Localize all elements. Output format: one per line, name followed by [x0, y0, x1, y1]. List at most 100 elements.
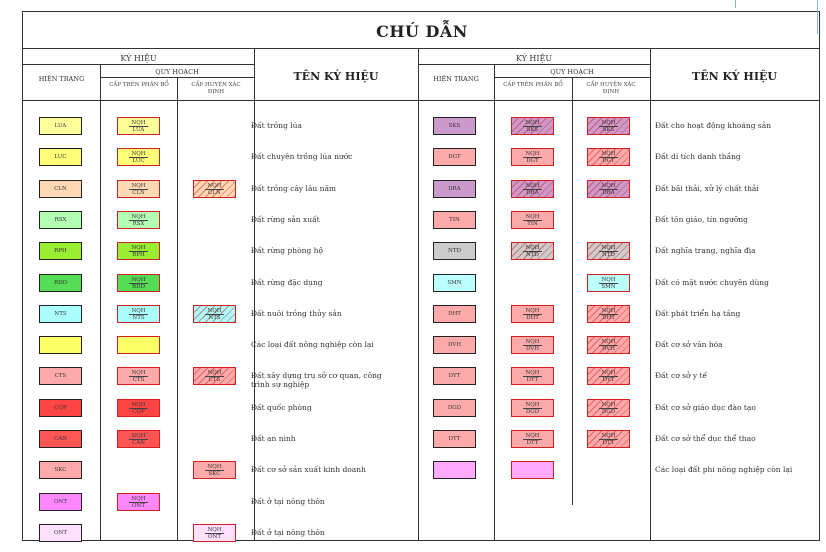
symbol-code-bottom: DTT	[602, 439, 615, 446]
symbol-code-top: NQH	[523, 150, 542, 158]
symbol-code-bottom: CLN	[132, 189, 145, 196]
upper-level-symbol: NQH LUC	[117, 148, 160, 166]
symbol-code-bottom: TIN	[527, 220, 538, 227]
upper-level-symbol: NQH SKS	[511, 117, 554, 135]
land-type-name: Đất bãi thải, xử lý chất thải	[655, 184, 759, 193]
symbol-code-top: NQH	[523, 369, 542, 377]
land-type-name: Đất nghĩa trang, nghĩa địa	[655, 246, 756, 255]
middle-line	[418, 48, 419, 540]
land-type-name: Đất xây dựng trụ sở cơ quan, công trình …	[251, 371, 382, 389]
symbol-code-bottom: CTS	[132, 376, 145, 383]
district-level-symbol: NQH DTT	[587, 430, 630, 448]
upper-level-symbol: NQH DHT	[511, 305, 554, 323]
symbol-code-bottom: NTS	[132, 314, 145, 321]
symbol-code-bottom: RDD	[132, 283, 145, 290]
symbol-code-top: NQH	[205, 463, 224, 471]
symbol-code-bottom: SKC	[208, 470, 221, 477]
land-type-name: Đất ở tại nông thôn	[251, 528, 325, 537]
tenkyhieu-header: TÊN KÝ HIỆU	[293, 70, 379, 83]
symbol-code-top: NQH	[523, 244, 542, 252]
symbol-code-bottom: DGD	[601, 408, 616, 415]
status-symbol: CLN	[39, 180, 82, 198]
land-type-name: Đất cơ sở sản xuất kinh doanh	[251, 465, 366, 474]
hientrang-header-right: HIỆN TRẠNG	[433, 75, 479, 83]
symbol-code-bottom: DHT	[526, 314, 539, 321]
symbol-code-top: NQH	[205, 307, 224, 315]
status-symbol: LUC	[39, 148, 82, 166]
status-symbol: DVH	[433, 336, 476, 354]
kyhieu-header-right: KÝ HIỆU	[515, 54, 553, 63]
symbol-code-bottom: DRA	[526, 189, 539, 196]
district-level-symbol: NQH CTS	[193, 367, 236, 385]
corner-guide-tick	[735, 0, 736, 8]
symbol-code-bottom: SMN	[601, 283, 616, 290]
symbol-code-bottom: LUA	[132, 126, 145, 133]
status-symbol: DGD	[433, 399, 476, 417]
symbol-code-bottom: DYT	[526, 376, 539, 383]
symbol-code-top: NQH	[599, 276, 618, 284]
upper-level-symbol: NQH CTS	[117, 367, 160, 385]
legend-title: CHÚ DẪN	[376, 22, 468, 41]
status-symbol: NTS	[39, 305, 82, 323]
status-symbol: DRA	[433, 180, 476, 198]
land-type-name: Đất cơ sở giáo dục đào tạo	[655, 403, 756, 412]
symbol-code-top: NQH	[599, 338, 618, 346]
status-symbol: DGT	[433, 148, 476, 166]
land-type-name: Đất quốc phòng	[251, 403, 312, 412]
symbol-code-bottom: DHT	[602, 314, 615, 321]
status-symbol: RPH	[39, 242, 82, 260]
status-symbol: ONT	[39, 493, 82, 511]
district-level-symbol: NQH DYT	[587, 367, 630, 385]
upper-level-symbol: NQH NTS	[117, 305, 160, 323]
symbol-code-top: NQH	[129, 432, 148, 440]
status-symbol: SMN	[433, 274, 476, 292]
land-type-name: Đất cho hoạt động khoáng sản	[655, 121, 772, 130]
upper-level-symbol: NQH CLN	[117, 180, 160, 198]
symbol-code-top: NQH	[129, 307, 148, 315]
symbol-code-top: NQH	[205, 182, 224, 190]
symbol-code-top: NQH	[129, 182, 148, 190]
land-type-name: Đất rừng phòng hộ	[251, 246, 323, 255]
land-type-name: Đất an ninh	[251, 434, 296, 443]
upper-level-symbol	[117, 336, 160, 354]
upper-level-symbol: NQH NTD	[511, 242, 554, 260]
land-type-name: Đất cơ sở y tế	[655, 371, 708, 380]
symbol-code-top: NQH	[129, 150, 148, 158]
district-level-symbol: NQH DVH	[587, 336, 630, 354]
symbol-code-bottom: DGD	[525, 408, 540, 415]
title-divider	[23, 48, 819, 49]
legend-table: CHÚ DẪN KÝ HIỆU HIỆN TRẠNG QUY HOẠCH CẤP…	[22, 11, 820, 542]
symbol-code-top: NQH	[599, 307, 618, 315]
upper-level-symbol: NQH CAN	[117, 430, 160, 448]
symbol-code-bottom: RPH	[132, 251, 145, 258]
upper-level-symbol: NQH RSX	[117, 211, 160, 229]
symbol-code-top: NQH	[129, 119, 148, 127]
symbol-code-top: NQH	[599, 244, 618, 252]
symbol-code-bottom: CLN	[208, 189, 221, 196]
captren-header: CẤP TRÊN PHÂN BỔ	[109, 82, 169, 88]
symbol-code-top: NQH	[129, 495, 148, 503]
district-level-symbol: NQH ONT	[193, 524, 236, 542]
symbol-code-top: NQH	[523, 307, 542, 315]
upper-level-symbol: NQH DYT	[511, 367, 554, 385]
land-type-name: Đất tôn giáo, tín ngưỡng	[655, 215, 748, 224]
symbol-code-top: NQH	[523, 432, 542, 440]
district-level-symbol: NQH DGT	[587, 148, 630, 166]
symbol-code-top: NQH	[129, 369, 148, 377]
symbol-code-bottom: NTD	[602, 251, 615, 258]
district-level-symbol: NQH SKS	[587, 117, 630, 135]
left-col3-line	[254, 48, 255, 540]
district-level-symbol: NQH NTS	[193, 305, 236, 323]
status-symbol: CAN	[39, 430, 82, 448]
corner-guide-line	[817, 0, 818, 34]
land-type-name: Các loại đất nông nghiệp còn lại	[251, 340, 374, 349]
district-level-symbol: NQH CLN	[193, 180, 236, 198]
symbol-code-top: NQH	[129, 244, 148, 252]
land-type-name: Đất trồng cây lâu năm	[251, 184, 337, 193]
upper-level-symbol: NQH DTT	[511, 430, 554, 448]
upper-level-symbol: NQH CQP	[117, 399, 160, 417]
symbol-code-top: NQH	[523, 182, 542, 190]
symbol-code-bottom: ONT	[208, 533, 221, 540]
left-col1-line	[100, 64, 101, 540]
status-symbol: TIN	[433, 211, 476, 229]
